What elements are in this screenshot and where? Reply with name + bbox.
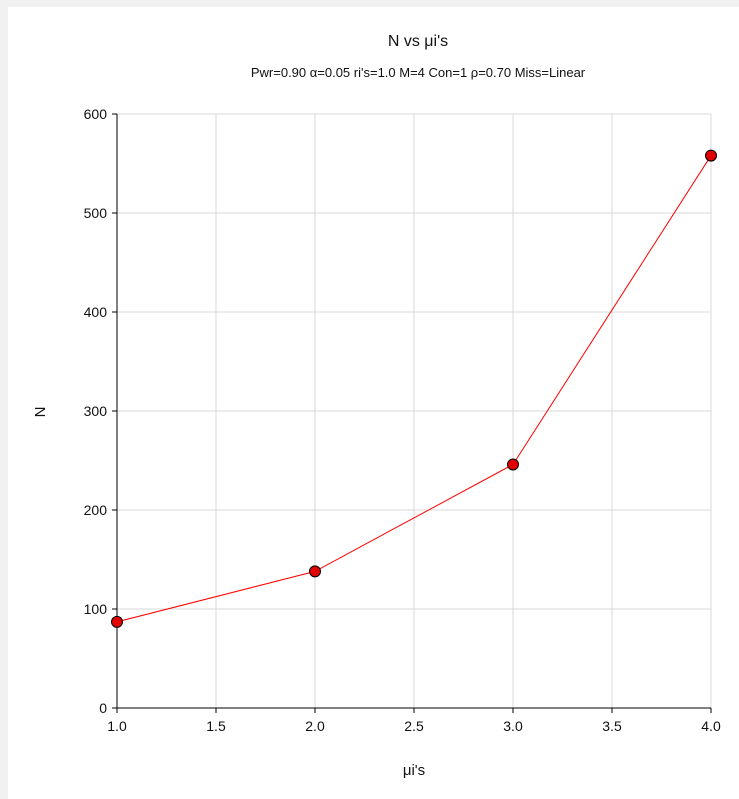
chart-panel bbox=[8, 7, 739, 799]
series-layer bbox=[111, 149, 717, 628]
series-line bbox=[116, 155, 712, 623]
x-tick-label: 1.5 bbox=[206, 718, 226, 734]
axes bbox=[112, 113, 712, 713]
tick-labels: 1.0 1.5 2.0 2.5 3.0 3.5 4.0 0 100 200 300 400 500 600 bbox=[84, 106, 721, 734]
x-axis-label: μi's bbox=[403, 762, 425, 779]
y-tick-label: 400 bbox=[84, 304, 108, 320]
chart-title: N vs μi's bbox=[388, 33, 448, 50]
y-tick-label: 100 bbox=[84, 601, 108, 617]
y-tick-label: 500 bbox=[84, 205, 108, 221]
data-point bbox=[309, 565, 321, 578]
y-tick-label: 300 bbox=[84, 403, 108, 419]
y-tick-label: 200 bbox=[84, 502, 108, 518]
y-axis-label: N bbox=[32, 407, 49, 418]
data-point bbox=[705, 149, 717, 162]
x-tick-label: 3.5 bbox=[602, 718, 622, 734]
grid bbox=[116, 113, 712, 709]
y-tick-label: 600 bbox=[84, 106, 108, 122]
data-point bbox=[507, 458, 519, 471]
x-tick-label: 4.0 bbox=[701, 718, 721, 734]
x-tick-label: 3.0 bbox=[503, 718, 523, 734]
x-tick-label: 2.0 bbox=[305, 718, 325, 734]
chart-subtitle: Pwr=0.90 α=0.05 ri's=1.0 M=4 Con=1 ρ=0.7… bbox=[251, 65, 586, 80]
x-tick-label: 2.5 bbox=[404, 718, 424, 734]
x-tick-label: 1.0 bbox=[107, 718, 127, 734]
y-tick-label: 0 bbox=[99, 700, 107, 716]
data-point bbox=[111, 615, 123, 628]
